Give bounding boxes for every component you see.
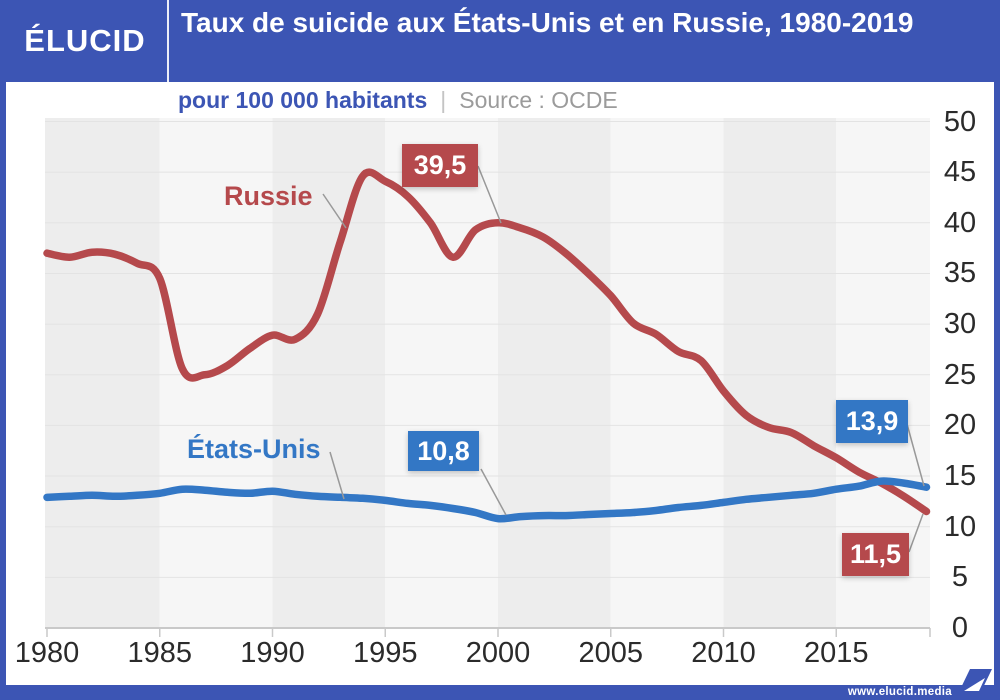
y-tick-label: 15 — [943, 460, 977, 493]
subtitle-row: pour 100 000 habitants | Source : OCDE — [178, 82, 618, 118]
series-label-etats-unis: États-Unis — [187, 434, 321, 464]
plot-band — [385, 118, 498, 628]
brand-logo: ÉLUCID — [24, 23, 146, 58]
y-tick-label: 50 — [943, 105, 977, 138]
plot-band — [498, 118, 611, 628]
annotation-10-8-connector — [480, 468, 507, 516]
frame-left — [0, 0, 6, 700]
series-label-russie: Russie — [224, 181, 313, 211]
annotation-russie-peak: 39,5 — [402, 144, 478, 187]
y-tick-label: 20 — [943, 409, 977, 442]
y-tick-label: 45 — [943, 156, 977, 189]
etats-unis-label-connector — [329, 451, 345, 500]
y-tick-label: 35 — [943, 257, 977, 290]
y-tick-label: 10 — [943, 510, 977, 543]
russie-label-connector — [322, 193, 347, 229]
y-tick-label: 40 — [943, 206, 977, 239]
annotation-us-2000: 10,8 — [408, 431, 479, 471]
x-tick-label: 1980 — [14, 637, 80, 669]
x-tick-label: 1995 — [352, 637, 418, 669]
y-tick-label: 0 — [951, 612, 969, 644]
annotation-us-2019: 13,9 — [836, 400, 908, 443]
x-tick-label: 1990 — [240, 637, 305, 669]
footer-url: www.elucid.media — [847, 686, 952, 698]
page-title: Taux de suicide aux États-Unis et en Rus… — [181, 7, 914, 38]
y-tick-label: 25 — [943, 358, 977, 391]
frame-right — [994, 0, 1000, 700]
us-line — [43, 477, 931, 523]
annotation-39-5-connector — [477, 165, 502, 224]
x-tick-label: 1985 — [127, 637, 192, 669]
x-tick-label: 2015 — [803, 637, 869, 669]
footer-bar — [0, 685, 1000, 700]
y-tick-label: 30 — [943, 308, 977, 341]
annotation-11-5-connector — [908, 513, 924, 553]
plot-band — [45, 118, 160, 628]
plot-band — [723, 118, 837, 628]
header-divider — [167, 0, 169, 82]
x-tick-label: 2005 — [578, 637, 643, 669]
header: ÉLUCID Taux de suicide aux États-Unis et… — [0, 0, 1000, 82]
elucid-flag-icon — [956, 669, 992, 698]
plot-area — [43, 118, 931, 637]
russia-line — [43, 168, 931, 516]
y-tick-label: 5 — [951, 561, 969, 594]
subtitle-divider: | — [440, 86, 447, 113]
source-label: Source : OCDE — [459, 86, 618, 113]
plot-band — [610, 118, 724, 628]
annotation-russie-2019: 11,5 — [842, 533, 909, 576]
annotation-13-9-connector — [906, 423, 925, 487]
x-tick-label: 2010 — [691, 637, 756, 669]
unit-label: pour 100 000 habitants — [178, 86, 428, 113]
x-tick-label: 2000 — [465, 637, 531, 669]
